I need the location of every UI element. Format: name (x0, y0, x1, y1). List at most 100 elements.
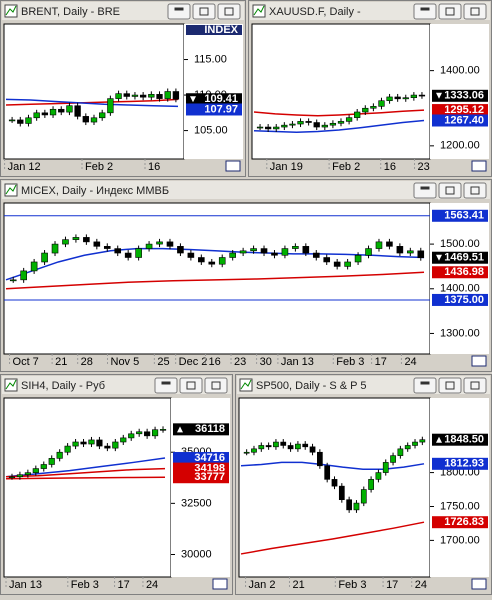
candle (265, 445, 272, 448)
plot-area (3, 202, 431, 355)
close-button[interactable] (463, 377, 487, 394)
grid-toggle-icon[interactable] (225, 160, 241, 172)
candle (103, 246, 111, 249)
price-label-bg (432, 293, 488, 306)
y-tick-label: 105.00 (194, 124, 228, 136)
candle (135, 248, 142, 258)
grid-toggle-icon[interactable] (212, 578, 228, 590)
candle (281, 248, 289, 256)
restore-button[interactable] (192, 3, 216, 20)
restore-button[interactable] (179, 377, 203, 394)
candle (83, 237, 90, 243)
candle (151, 429, 159, 437)
price-label: 1469.51 (444, 252, 484, 264)
price-axis (430, 203, 489, 354)
grid-toggle-icon[interactable] (471, 355, 487, 367)
x-tick-label: 25 (157, 356, 169, 368)
price-label: 109.41 (204, 93, 238, 105)
candle (250, 248, 257, 252)
y-tick-label: 115.00 (194, 53, 227, 65)
x-tick-label: Jan 13 (9, 579, 42, 591)
candle (218, 257, 226, 265)
candle (239, 250, 247, 254)
candle (378, 100, 385, 107)
candle (390, 455, 396, 463)
candle (145, 243, 153, 249)
y-tick-label: 1400.00 (440, 283, 480, 295)
title-bar (2, 181, 490, 199)
candle (9, 279, 17, 282)
close-button[interactable] (217, 3, 241, 20)
candle (51, 243, 59, 254)
close-button[interactable] (204, 377, 228, 394)
candle (243, 451, 250, 454)
minimize-button[interactable] (413, 377, 437, 394)
candle (323, 257, 331, 263)
candle (156, 94, 163, 99)
close-button[interactable] (463, 182, 487, 199)
x-tick-label: 21 (55, 356, 67, 368)
x-tick-label: 16 (384, 161, 396, 173)
candle (337, 121, 345, 124)
candle (16, 474, 24, 478)
candle (139, 94, 147, 98)
minimize-button[interactable] (167, 3, 191, 20)
price-label: 33777 (194, 471, 225, 483)
x-tick-label: Feb 2 (85, 161, 113, 173)
minimize-button[interactable] (413, 182, 437, 199)
chart-icon-mark (240, 379, 252, 390)
price-label-bg (432, 516, 488, 529)
axis-label: INDEX (204, 24, 238, 36)
candle (265, 126, 272, 130)
candle (280, 441, 287, 446)
candle (148, 94, 155, 98)
candle (90, 117, 98, 123)
candle (344, 261, 351, 267)
candle (316, 451, 323, 467)
x-tick-label: Jan 19 (270, 161, 303, 173)
x-tick-label: 21 (292, 579, 304, 591)
price-arrow (190, 96, 196, 103)
price-label-bg (173, 423, 229, 436)
restore-button[interactable] (438, 182, 462, 199)
candle (258, 445, 265, 450)
close-button[interactable] (463, 3, 487, 20)
restore-glyph (445, 381, 455, 390)
candle (313, 122, 320, 128)
restore-button[interactable] (438, 3, 462, 20)
candle (287, 445, 294, 450)
restore-button[interactable] (438, 377, 462, 394)
price-label: 107.97 (204, 103, 238, 115)
moving-average (5, 98, 179, 108)
candle (33, 112, 40, 119)
x-tick-label: 24 (146, 579, 158, 591)
y-tick-label: 30000 (181, 548, 212, 560)
price-label-bg (173, 452, 229, 465)
candle (156, 241, 163, 245)
candle (394, 96, 401, 100)
moving-average (5, 98, 179, 106)
price-arrow (177, 426, 183, 433)
candle (302, 246, 310, 254)
candle (136, 431, 143, 435)
candle (58, 108, 65, 113)
candle (302, 443, 309, 448)
minimize-button[interactable] (154, 377, 178, 394)
candle (386, 241, 393, 247)
chart-icon (4, 4, 18, 18)
plot-area (251, 23, 431, 160)
chart-icon-mark (5, 184, 17, 195)
candle (25, 117, 32, 124)
moving-average (5, 457, 166, 478)
price-label-bg (432, 266, 488, 279)
price-axis (430, 398, 489, 577)
price-arrow (436, 92, 442, 99)
moving-average (5, 247, 425, 281)
grid-toggle-icon[interactable] (471, 160, 487, 172)
grid-toggle-icon[interactable] (471, 578, 487, 590)
candle (354, 111, 361, 118)
chart-icon-mark (5, 5, 17, 16)
minimize-button[interactable] (413, 3, 437, 20)
